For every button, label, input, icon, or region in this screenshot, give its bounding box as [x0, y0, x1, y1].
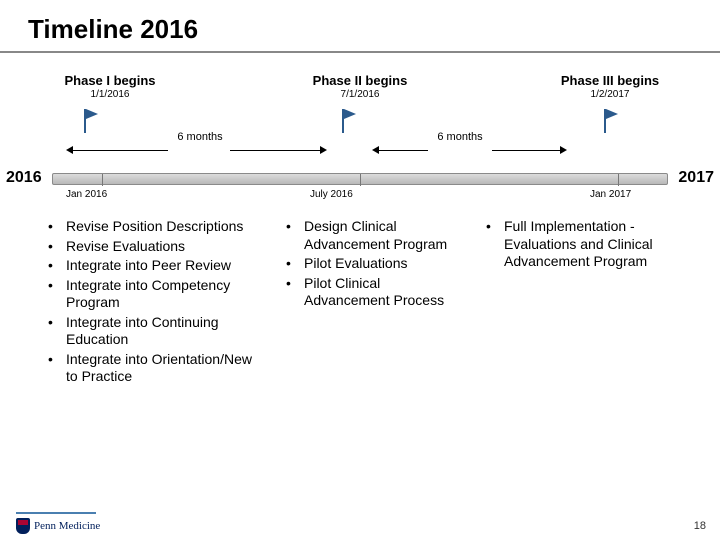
duration-2-line — [492, 150, 560, 151]
logo-text: Penn Medicine — [34, 520, 100, 532]
list-item-text: Revise Evaluations — [66, 238, 262, 256]
list-item: •Design Clinical Advancement Program — [286, 218, 462, 253]
list-item-text: Integrate into Peer Review — [66, 257, 262, 275]
arrow-left-icon — [66, 146, 73, 154]
list-item-text: Full Implementation -Evaluations and Cli… — [504, 218, 662, 271]
sub-label-1: Jan 2016 — [66, 189, 107, 200]
bullet-icon: • — [48, 351, 66, 386]
shield-icon — [16, 518, 30, 534]
flag-icon — [604, 109, 618, 133]
bullet-icon: • — [48, 314, 66, 349]
duration-1-line — [230, 150, 320, 151]
list-item-text: Integrate into Continuing Education — [66, 314, 262, 349]
list-item: •Pilot Evaluations — [286, 255, 462, 273]
duration-2-line — [378, 150, 428, 151]
list-item: •Integrate into Competency Program — [48, 277, 262, 312]
sub-label-2: July 2016 — [310, 189, 353, 200]
phase-2-label: Phase II begins — [313, 73, 408, 88]
flag-icon — [342, 109, 356, 133]
bullet-icon: • — [486, 218, 504, 271]
timeline: Phase I begins 1/1/2016 Phase II begins … — [0, 73, 720, 203]
list-item-text: Integrate into Competency Program — [66, 277, 262, 312]
list-item: •Integrate into Peer Review — [48, 257, 262, 275]
penn-logo: Penn Medicine — [16, 518, 100, 534]
title-underline — [0, 51, 720, 53]
bullet-icon: • — [48, 238, 66, 256]
arrow-left-icon — [372, 146, 379, 154]
flag-icon — [84, 109, 98, 133]
arrow-right-icon — [560, 146, 567, 154]
column-3-list: •Full Implementation -Evaluations and Cl… — [486, 218, 662, 271]
column-2-list: •Design Clinical Advancement Program•Pil… — [286, 218, 462, 310]
duration-1-line — [72, 150, 168, 151]
column-1-list: •Revise Position Descriptions•Revise Eva… — [48, 218, 262, 386]
bullet-icon: • — [48, 257, 66, 275]
page-title: Timeline 2016 — [0, 0, 720, 51]
footer: Penn Medicine 18 — [0, 514, 720, 536]
duration-1-label: 6 months — [177, 131, 222, 143]
list-item: •Integrate into Continuing Education — [48, 314, 262, 349]
list-item: •Revise Evaluations — [48, 238, 262, 256]
bullet-icon: • — [286, 255, 304, 273]
arrow-right-icon — [320, 146, 327, 154]
bullet-icon: • — [286, 275, 304, 310]
phase-1-label: Phase I begins — [64, 73, 155, 88]
list-item: •Full Implementation -Evaluations and Cl… — [486, 218, 662, 271]
list-item-text: Pilot Evaluations — [304, 255, 462, 273]
list-item: •Pilot Clinical Advancement Process — [286, 275, 462, 310]
phase-1-date: 1/1/2016 — [91, 89, 130, 100]
list-item: •Revise Position Descriptions — [48, 218, 262, 236]
bullet-icon: • — [48, 277, 66, 312]
logo-divider — [16, 512, 96, 514]
list-item: •Integrate into Orientation/New to Pract… — [48, 351, 262, 386]
duration-2-label: 6 months — [437, 131, 482, 143]
page-number: 18 — [694, 520, 706, 532]
phase-2-date: 7/1/2016 — [341, 89, 380, 100]
list-item-text: Integrate into Orientation/New to Practi… — [66, 351, 262, 386]
bullet-icon: • — [286, 218, 304, 253]
list-item-text: Design Clinical Advancement Program — [304, 218, 462, 253]
bullet-icon: • — [48, 218, 66, 236]
column-2: •Design Clinical Advancement Program•Pil… — [274, 218, 474, 510]
sub-label-3: Jan 2017 — [590, 189, 631, 200]
column-3: •Full Implementation -Evaluations and Cl… — [474, 218, 674, 510]
column-1: •Revise Position Descriptions•Revise Eva… — [36, 218, 274, 510]
phase-3-label: Phase III begins — [561, 73, 659, 88]
phase-3-date: 1/2/2017 — [591, 89, 630, 100]
list-item-text: Pilot Clinical Advancement Process — [304, 275, 462, 310]
timeline-bar — [0, 173, 720, 187]
list-item-text: Revise Position Descriptions — [66, 218, 262, 236]
content-columns: •Revise Position Descriptions•Revise Eva… — [0, 218, 720, 510]
